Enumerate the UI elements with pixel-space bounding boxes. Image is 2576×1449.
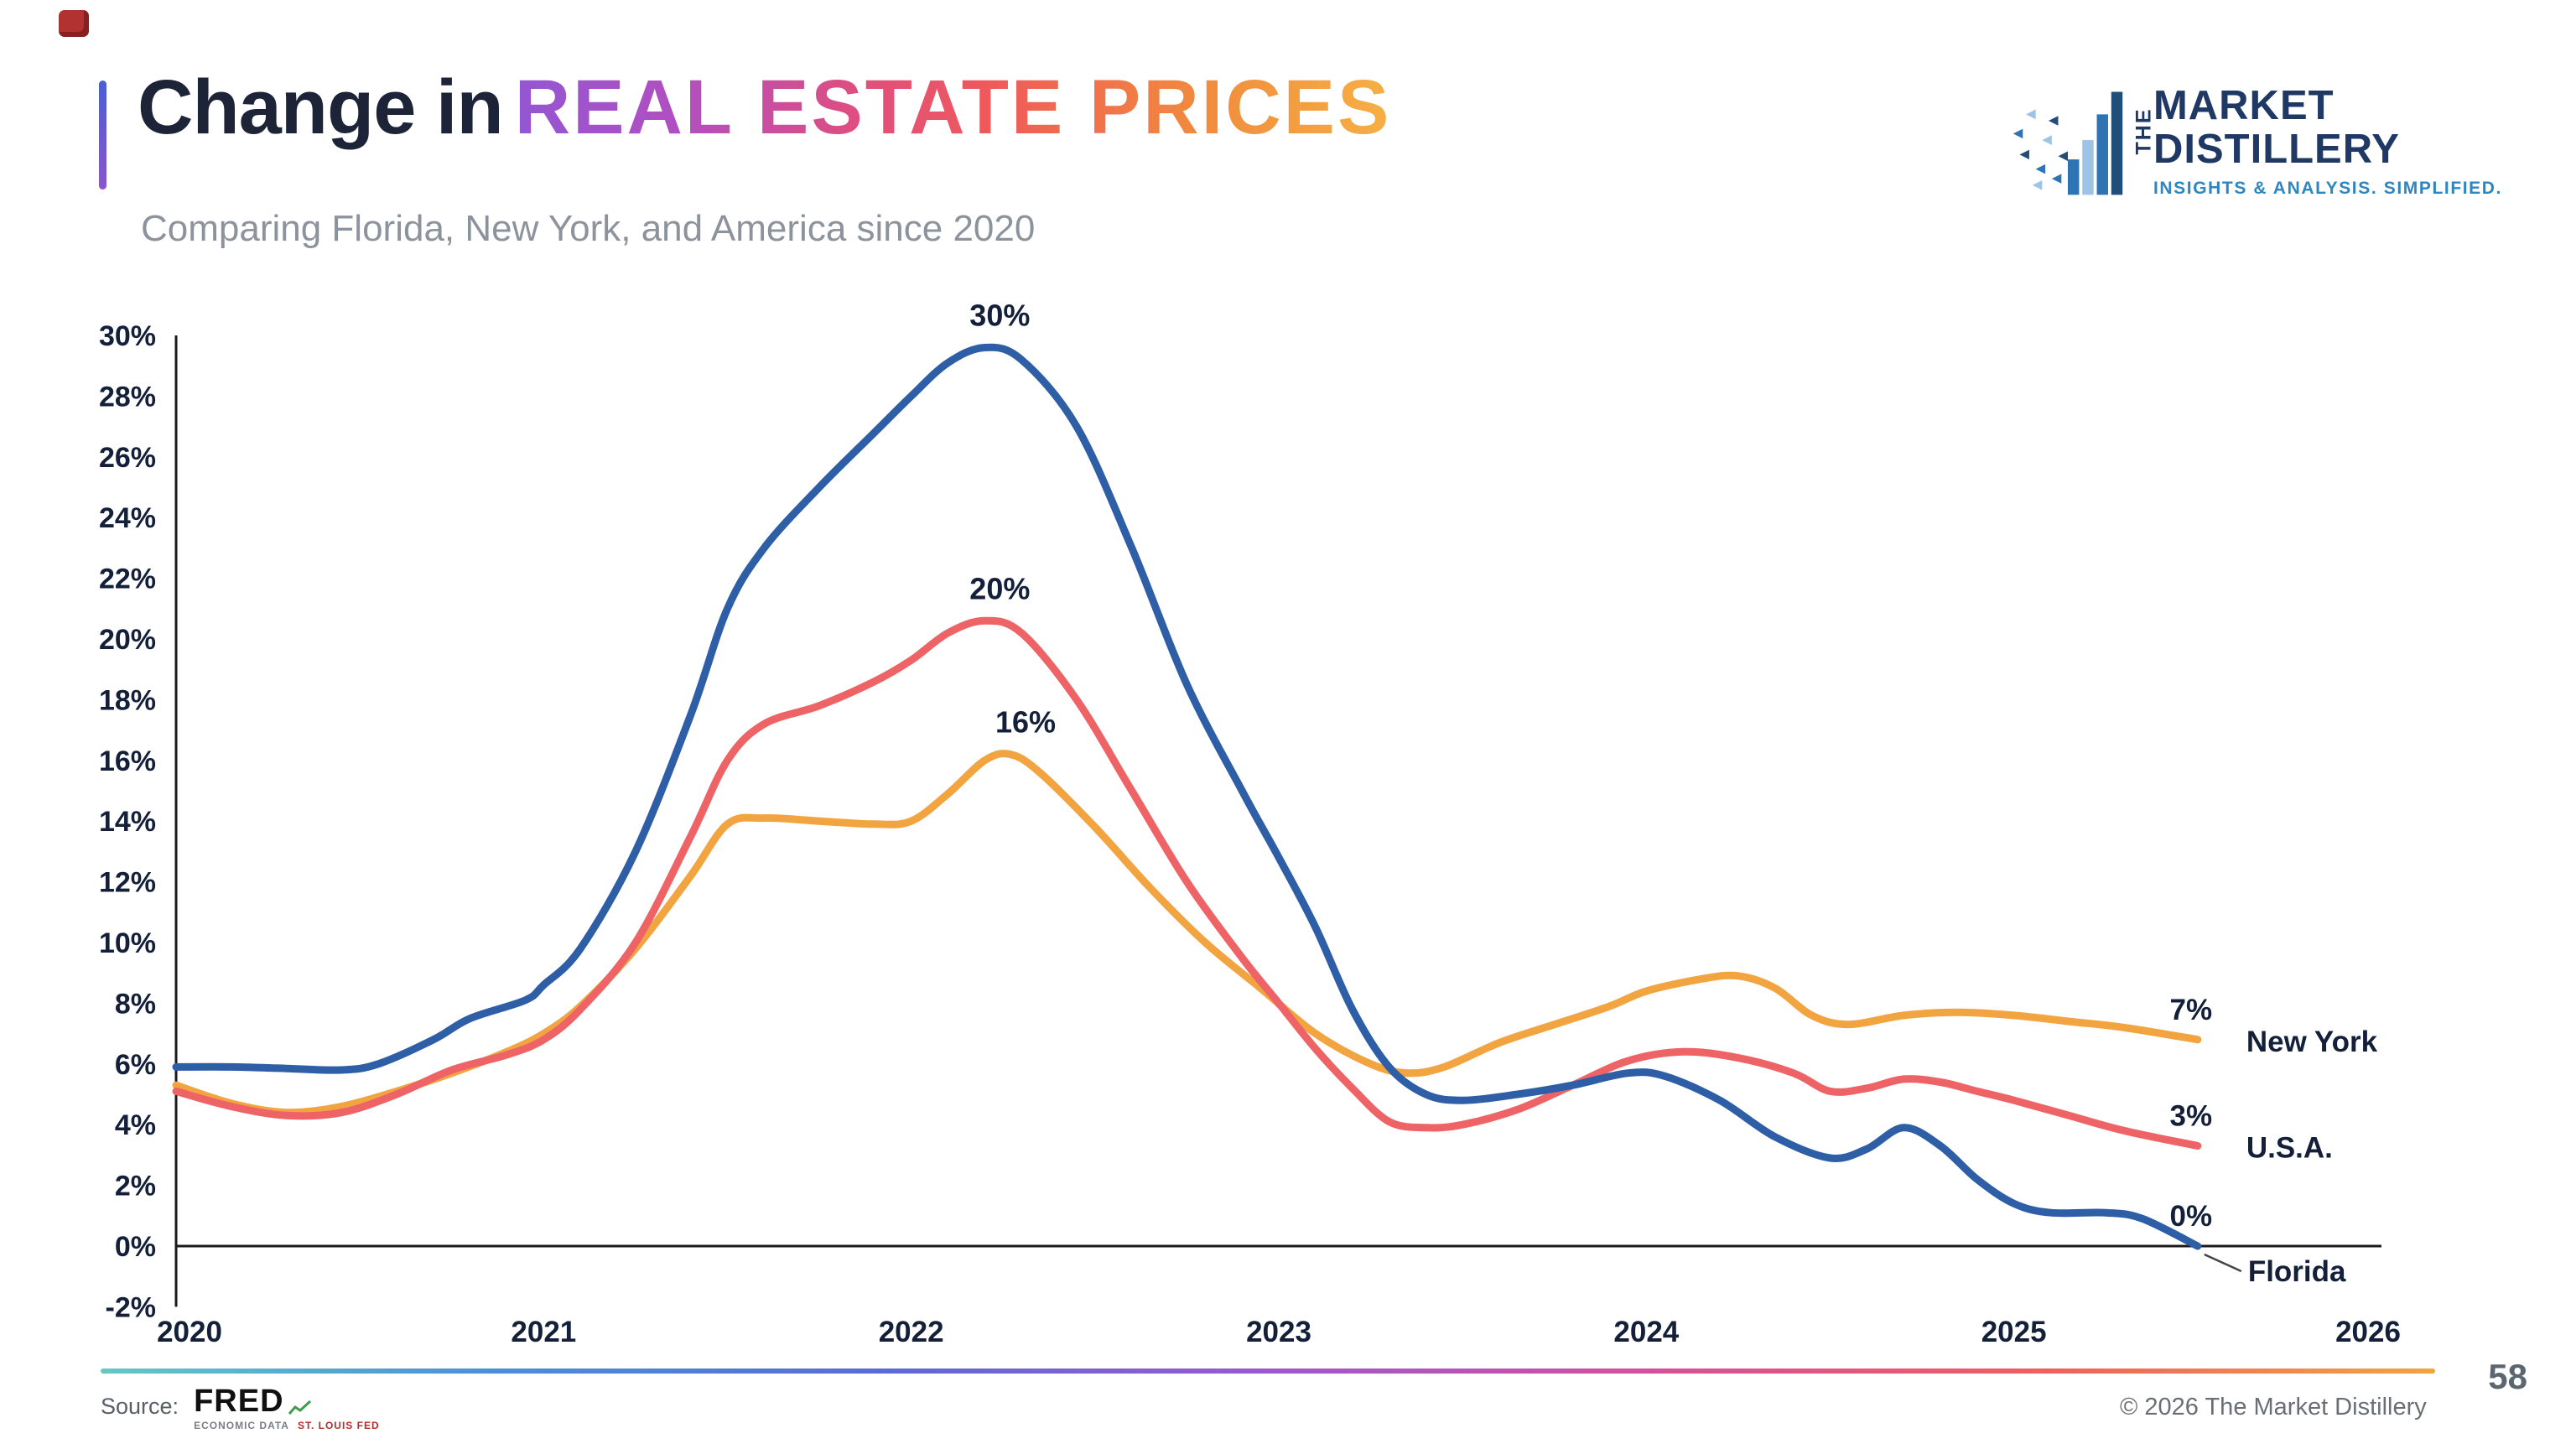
page-number: 58 [2488,1357,2527,1396]
page-title: Change in REAL ESTATE PRICES [138,64,1391,152]
brand-logo: THE MARKET DISTILLERY INSIGHTS & ANALYSI… [2002,82,2502,201]
page-subtitle: Comparing Florida, New York, and America… [141,208,1036,249]
fred-logo: FRED ECONOMIC DATA ST. LOUIS FED [194,1385,380,1431]
logo-text: MARKET DISTILLERY INSIGHTS & ANALYSIS. S… [2153,83,2502,199]
source-row: Source: FRED ECONOMIC DATA ST. LOUIS FED [101,1385,380,1431]
page-title-colored: REAL ESTATE PRICES [503,65,1392,150]
copyright-text: © 2026 The Market Distillery [2120,1394,2427,1420]
series-line-u-s-a [172,616,2202,1150]
end-value-label-new-york: 7% [2170,994,2213,1026]
y-axis-label: 18% [99,684,156,716]
x-axis-label: 2024 [1613,1316,1679,1348]
logo-tagline: INSIGHTS & ANALYSIS. SIMPLIFIED. [2153,178,2502,198]
y-axis-label: 2% [115,1171,156,1202]
y-axis-label: 0% [115,1231,156,1263]
y-axis-label: 8% [115,988,156,1020]
series-name-label-new-york: New York [2246,1026,2378,1058]
fred-subline: ECONOMIC DATA ST. LOUIS FED [194,1420,380,1431]
peak-label-u-s-a: 20% [969,571,1030,605]
y-axis-label: 12% [99,867,156,899]
y-axis-label: -2% [106,1291,156,1323]
source-label: Source: [101,1394,179,1419]
series-name-label-florida: Florida [2248,1255,2346,1288]
x-axis-label: 2025 [1981,1316,2047,1348]
peak-label-new-york: 16% [995,705,1056,740]
fred-wordmark: FRED [194,1385,380,1417]
peak-label-florida: 30% [969,298,1030,332]
y-axis-label: 22% [99,564,156,595]
florida-label-connector [2204,1253,2242,1273]
series-line-florida [172,343,2202,1250]
y-axis-label: 24% [99,502,156,534]
end-value-label-u-s-a: 3% [2170,1100,2213,1133]
fred-chart-squiggle-icon [288,1400,311,1415]
y-axis-label: 14% [99,806,156,838]
x-axis-label: 2026 [2335,1316,2401,1348]
fred-sub1: ECONOMIC DATA [194,1420,289,1431]
fred-sub2: ST. LOUIS FED [297,1420,380,1431]
y-axis-label: 26% [99,442,156,474]
series-line-new-york [172,750,2202,1117]
y-axis-label: 10% [99,927,156,959]
fred-wordmark-text: FRED [194,1384,284,1419]
y-axis-label: 4% [115,1109,156,1141]
footer-gradient-divider [101,1368,2435,1374]
title-accent-bar [99,80,106,190]
x-axis-label: 2021 [511,1316,576,1348]
y-axis-label: 20% [99,624,156,656]
x-axis-label: 2023 [1246,1316,1311,1348]
page-title-dark: Change in [138,65,504,150]
logo-name-line1: MARKET [2153,83,2334,129]
distillery-buildings-icon [2012,91,2123,195]
series-name-label-u-s-a: U.S.A. [2246,1132,2333,1165]
x-axis-label: 2022 [879,1316,944,1348]
logo-name-line2: DISTILLERY [2153,127,2400,172]
y-axis-label: 28% [99,381,156,413]
app-badge-icon [59,10,89,37]
end-value-label-florida: 0% [2170,1200,2213,1233]
y-axis-label: 30% [99,320,156,352]
y-axis-label: 6% [115,1049,156,1081]
y-axis-label: 16% [99,745,156,777]
x-axis-label: 2020 [157,1316,222,1348]
